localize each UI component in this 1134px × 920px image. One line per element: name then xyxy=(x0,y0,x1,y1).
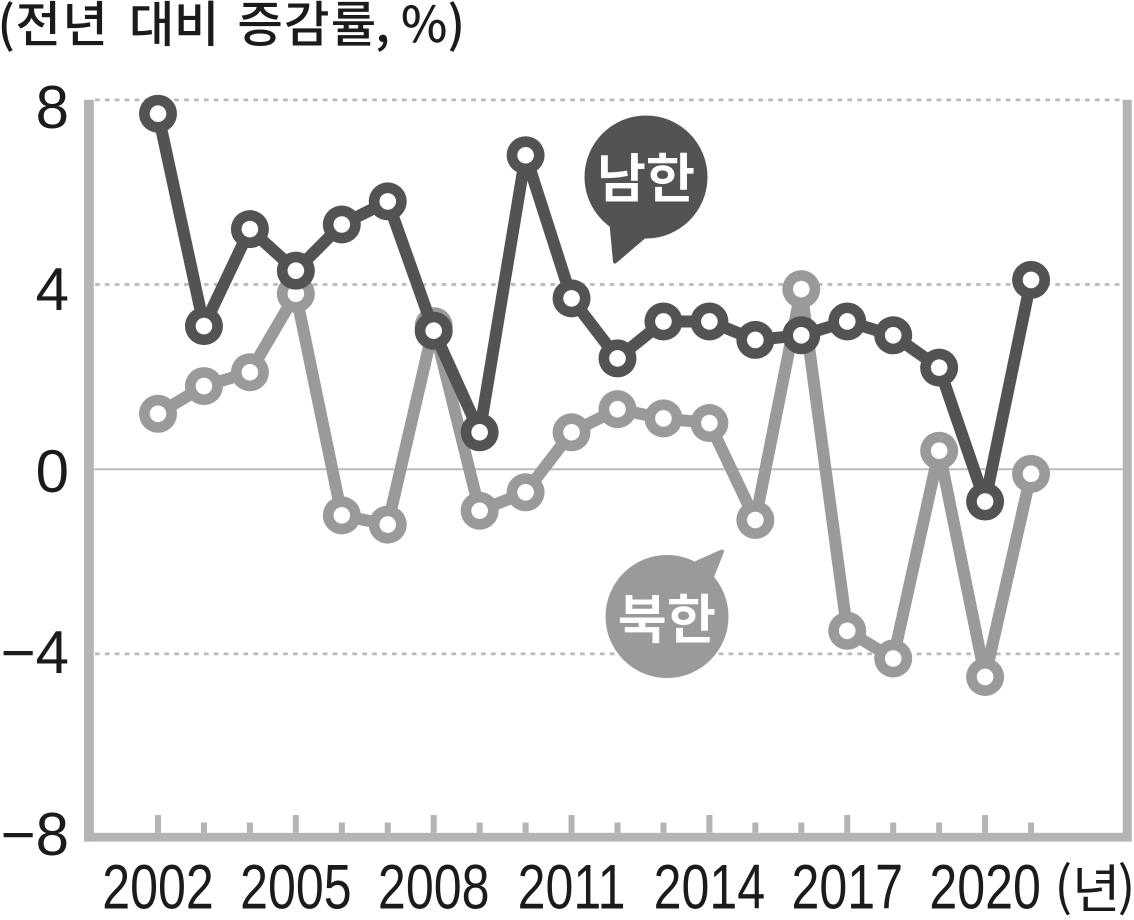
svg-text:8: 8 xyxy=(36,74,69,141)
svg-text:4: 4 xyxy=(36,256,69,323)
svg-text:2020: 2020 xyxy=(929,852,1041,920)
svg-text:북한: 북한 xyxy=(618,578,716,655)
svg-text:2014: 2014 xyxy=(654,852,766,920)
svg-text:2008: 2008 xyxy=(378,852,490,920)
svg-text:2017: 2017 xyxy=(791,852,903,920)
svg-text:남한: 남한 xyxy=(597,137,695,214)
svg-text:2011: 2011 xyxy=(518,852,626,920)
svg-text:(년): (년) xyxy=(1054,845,1134,920)
svg-text:2002: 2002 xyxy=(102,852,214,920)
svg-text:0: 0 xyxy=(36,438,69,505)
svg-text:2005: 2005 xyxy=(240,852,352,920)
svg-text:−4: −4 xyxy=(1,619,69,686)
svg-text:−8: −8 xyxy=(1,801,69,868)
